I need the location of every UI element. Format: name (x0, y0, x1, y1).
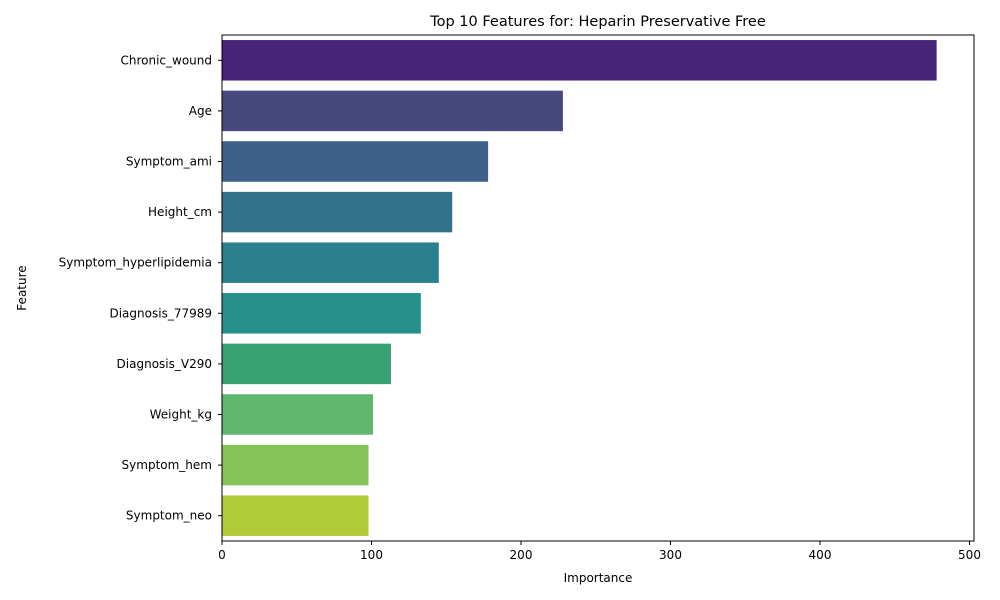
y-tick-label: Symptom_neo (126, 509, 212, 523)
bar-diagnosis-v290 (222, 343, 391, 385)
y-tick-label: Height_cm (148, 205, 212, 219)
bar-height-cm (222, 191, 453, 233)
y-tick-label: Weight_kg (150, 408, 212, 422)
bar-symptom-hyperlipidemia (222, 242, 439, 283)
bar-symptom-ami (222, 141, 489, 182)
bar-chronic-wound (222, 40, 937, 81)
y-axis-label: Feature (15, 265, 29, 310)
y-tick-label: Chronic_wound (120, 53, 212, 67)
x-tick-label: 200 (510, 548, 533, 562)
y-tick-label: Symptom_hyperlipidemia (59, 256, 212, 270)
y-tick-label: Diagnosis_77989 (109, 306, 212, 320)
x-tick-label: 100 (360, 548, 383, 562)
bar-weight-kg (222, 394, 373, 435)
y-tick-label: Age (189, 104, 212, 118)
x-axis-ticks: 0 100 200 300 400 500 (218, 541, 981, 562)
bar-symptom-hem (222, 444, 369, 486)
bar-age (222, 90, 563, 132)
bar-symptom-neo (222, 495, 369, 536)
x-tick-label: 300 (659, 548, 682, 562)
y-tick-label: Diagnosis_V290 (117, 357, 212, 371)
x-tick-label: 500 (958, 548, 981, 562)
y-tick-label: Symptom_ami (126, 155, 212, 169)
x-tick-label: 0 (218, 548, 226, 562)
x-tick-label: 400 (809, 548, 832, 562)
y-tick-label: Symptom_hem (122, 458, 212, 472)
bar-diagnosis-77989 (222, 293, 421, 334)
chart-title: Top 10 Features for: Heparin Preservativ… (429, 14, 766, 30)
bars-group (222, 40, 937, 536)
x-axis-label: Importance (564, 571, 633, 585)
plot-frame (221, 34, 975, 542)
y-axis-ticks: Chronic_wound Age Symptom_ami Height_cm Symp… (59, 53, 222, 523)
